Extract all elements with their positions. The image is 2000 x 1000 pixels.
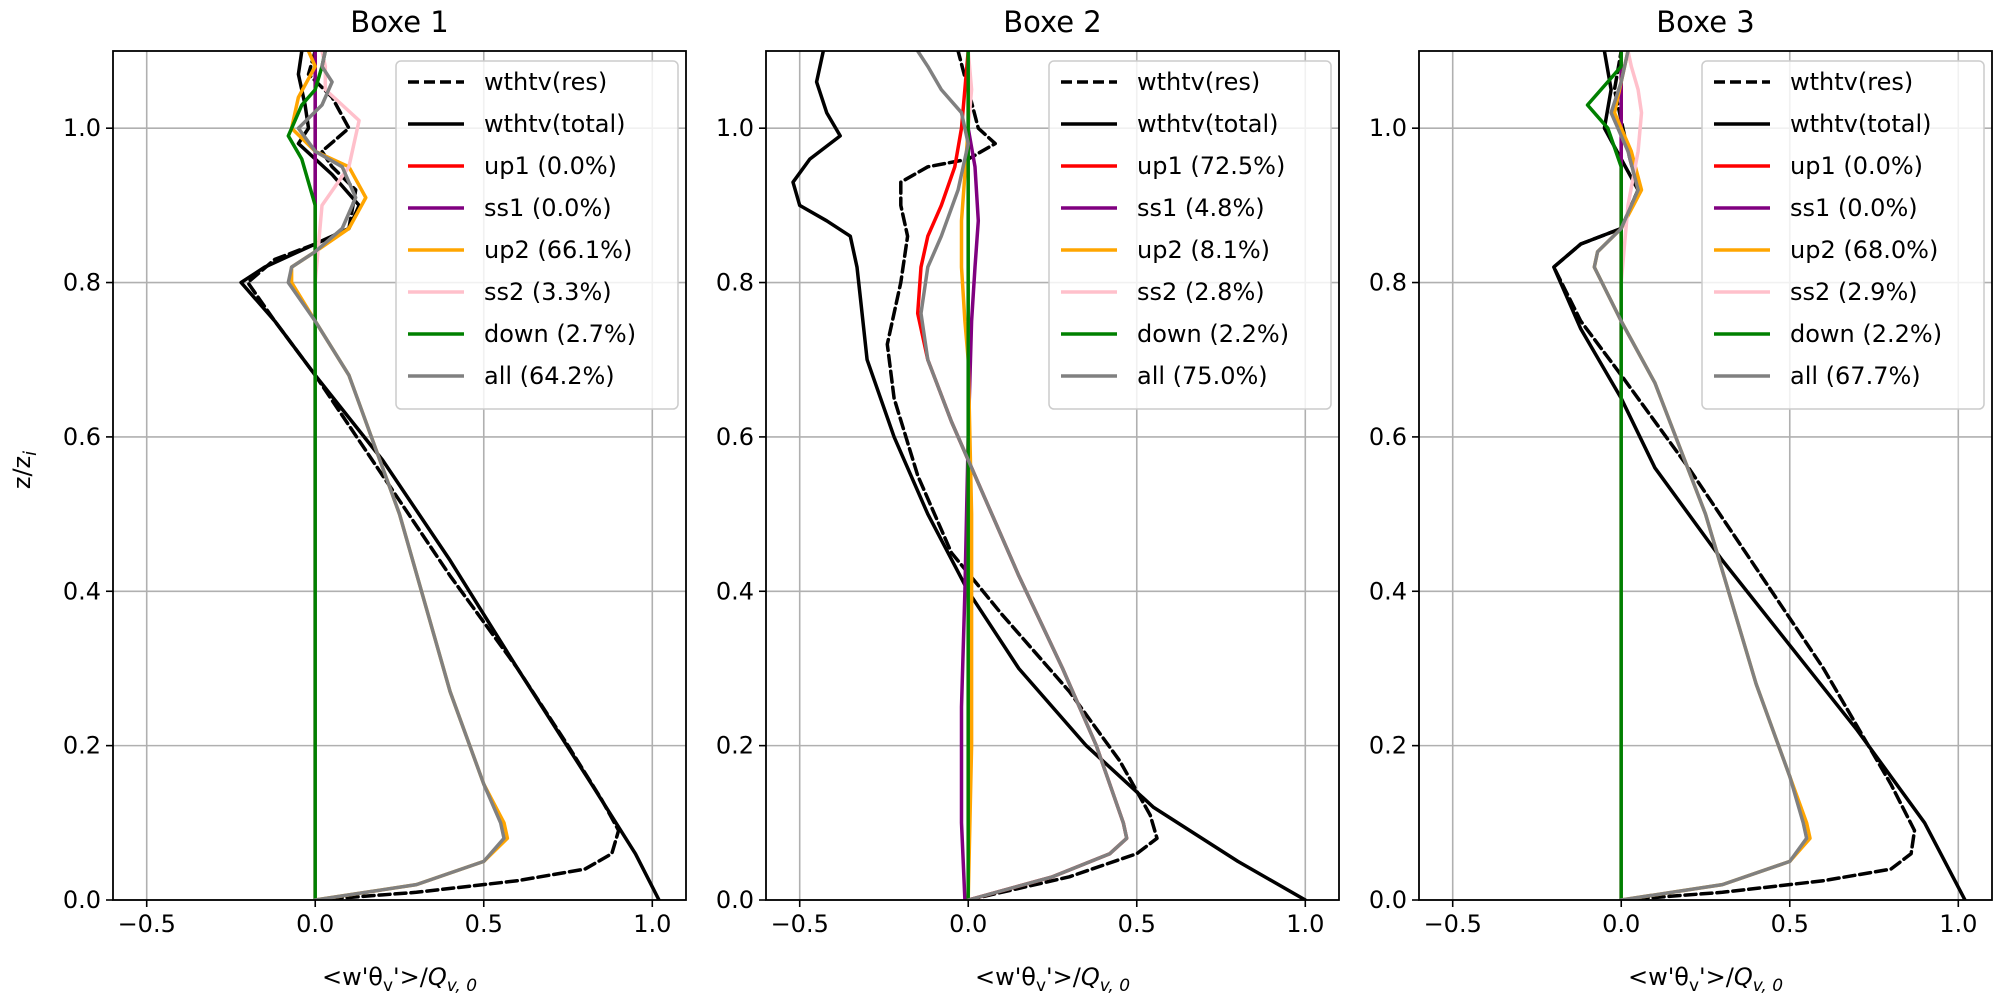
legend-label-up1: up1 (0.0%) [484, 152, 617, 180]
x-tick-label: 1.0 [633, 910, 671, 938]
x-tick-label: 0.0 [1602, 910, 1640, 938]
chart-title: Boxe 2 [1003, 5, 1102, 39]
legend-label-ss1: ss1 (0.0%) [484, 194, 612, 222]
axes-frame [1418, 50, 1993, 901]
y-tick-label: 1.0 [1369, 114, 1407, 142]
series-line-wthtv_res [885, 51, 1159, 900]
y-tick-label: 0.0 [63, 886, 101, 914]
legend-label-wthtv_res: wthtv(res) [1790, 68, 1913, 96]
panel-3: −0.5 0.0 0.5 1.0 0.0 0.2 0.4 0.6 0.8 1.0 Boxe 3 <w'… [1369, 5, 1993, 996]
legend-box [1701, 60, 1985, 410]
y-tick-label: 0.4 [716, 577, 754, 605]
y-tick-label: 0.2 [716, 732, 754, 760]
legend-label-ss2: ss2 (3.3%) [484, 278, 612, 306]
series-line-down [286, 51, 328, 900]
series-group [239, 51, 661, 900]
legend-label-all: all (64.2%) [484, 362, 615, 390]
series-line-all [1592, 51, 1809, 900]
legend-box [395, 60, 679, 410]
legend-label-ss2: ss2 (2.9%) [1790, 278, 1918, 306]
y-tick-label: 1.0 [716, 114, 754, 142]
x-axis-label: <w'θv'>/Qv, 0 [1628, 963, 1783, 996]
legend-label-up2: up2 (68.0%) [1790, 236, 1938, 264]
x-tick-label: 0.5 [465, 910, 503, 938]
y-tick-label: 0.4 [1369, 577, 1407, 605]
y-tick-label: 0.6 [63, 423, 101, 451]
series-group [791, 51, 1308, 900]
x-tick-label: 1.0 [1939, 910, 1977, 938]
legend-label-ss1: ss1 (4.8%) [1137, 194, 1265, 222]
y-tick-label: 0.8 [716, 269, 754, 297]
legend: wthtv(res) wthtv(total) up1 (72.5%) ss1 (4.… [1048, 60, 1332, 410]
legend-label-ss1: ss1 (0.0%) [1790, 194, 1918, 222]
legend-label-down: down (2.7%) [484, 320, 636, 348]
legend-label-up2: up2 (8.1%) [1137, 236, 1270, 264]
axes-frame [112, 50, 687, 901]
legend-label-up1: up1 (0.0%) [1790, 152, 1923, 180]
legend-label-all: all (67.7%) [1790, 362, 1921, 390]
y-tick-label: 1.0 [63, 114, 101, 142]
legend-label-up2: up2 (66.1%) [484, 236, 632, 264]
panel-1: −0.5 0.0 0.5 1.0 0.0 0.2 0.4 0.6 0.8 1.0 Boxe 1 <w'… [63, 5, 687, 996]
x-tick-label: −0.5 [118, 910, 176, 938]
y-tick-label: 0.6 [1369, 423, 1407, 451]
x-tick-label: 1.0 [1286, 910, 1324, 938]
y-tick-label: 0.0 [716, 886, 754, 914]
y-tick-label: 0.8 [1369, 269, 1407, 297]
chart-title: Boxe 3 [1656, 5, 1755, 39]
legend-label-wthtv_total: wthtv(total) [484, 110, 625, 138]
y-tick-label: 0.2 [1369, 732, 1407, 760]
x-tick-label: −0.5 [771, 910, 829, 938]
y-tick-label: 0.6 [716, 423, 754, 451]
legend-box [1048, 60, 1332, 410]
y-tick-label: 0.8 [63, 269, 101, 297]
x-tick-label: 0.0 [949, 910, 987, 938]
x-axis-label: <w'θv'>/Qv, 0 [322, 963, 477, 996]
y-tick-label: 0.0 [1369, 886, 1407, 914]
y-tick-label: 0.2 [63, 732, 101, 760]
legend-label-down: down (2.2%) [1790, 320, 1942, 348]
legend-label-wthtv_res: wthtv(res) [1137, 68, 1260, 96]
legend-label-down: down (2.2%) [1137, 320, 1289, 348]
legend-label-all: all (75.0%) [1137, 362, 1268, 390]
x-tick-label: 0.5 [1771, 910, 1809, 938]
legend: wthtv(res) wthtv(total) up1 (0.0%) ss1 (0.0… [395, 60, 679, 410]
legend-label-wthtv_total: wthtv(total) [1790, 110, 1931, 138]
legend-label-up1: up1 (72.5%) [1137, 152, 1285, 180]
legend: wthtv(res) wthtv(total) up1 (0.0%) ss1 (0.0… [1701, 60, 1985, 410]
legend-label-wthtv_total: wthtv(total) [1137, 110, 1278, 138]
x-tick-label: 0.5 [1118, 910, 1156, 938]
x-tick-label: −0.5 [1424, 910, 1482, 938]
series-line-all [286, 51, 506, 900]
series-line-ss1 [959, 51, 981, 900]
series-line-all [915, 51, 1129, 900]
legend-label-ss2: ss2 (2.8%) [1137, 278, 1265, 306]
series-line-wthtv_total [791, 51, 1308, 900]
series-line-down [1585, 51, 1623, 900]
panel-2: −0.5 0.0 0.5 1.0 0.0 0.2 0.4 0.6 0.8 1.0 Boxe 2 <w'… [716, 5, 1340, 996]
series-line-up2 [289, 51, 510, 900]
chart-title: Boxe 1 [350, 5, 449, 39]
x-axis-label: <w'θv'>/Qv, 0 [975, 963, 1130, 996]
x-tick-label: 0.0 [296, 910, 334, 938]
axes-frame [765, 50, 1340, 901]
y-axis-label: z/zi [8, 451, 41, 489]
series-line-wthtv_total [239, 51, 661, 900]
series-group [1552, 51, 1967, 900]
legend-label-wthtv_res: wthtv(res) [484, 68, 607, 96]
y-tick-label: 0.4 [63, 577, 101, 605]
